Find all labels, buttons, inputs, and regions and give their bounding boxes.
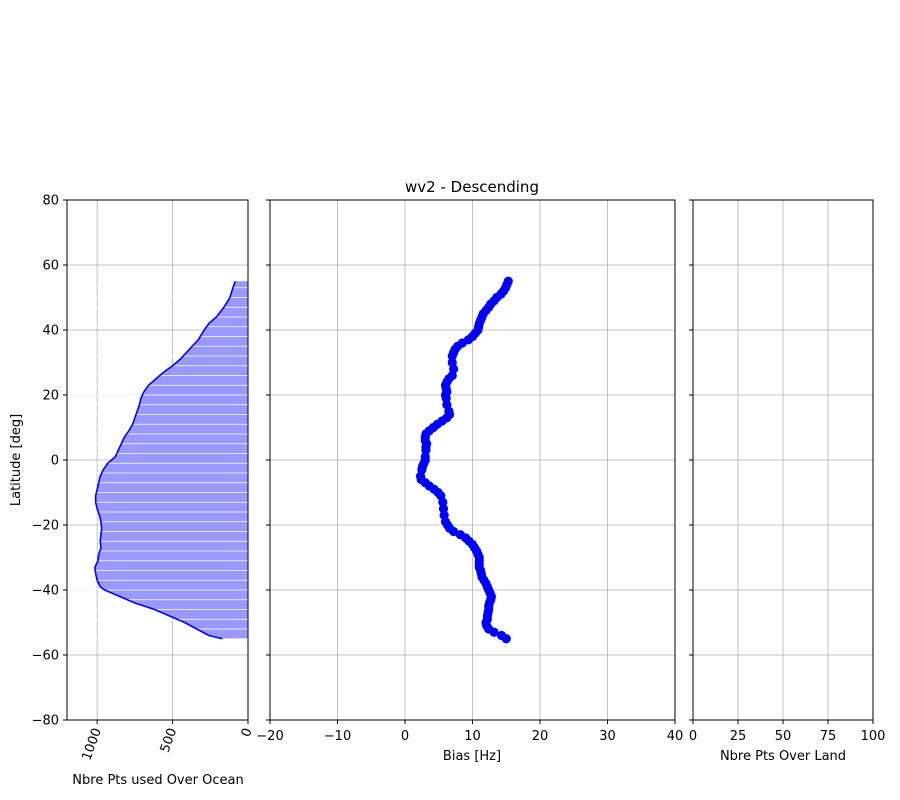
x-tick-label: 0 (401, 729, 409, 744)
y-tick-label: 60 (42, 259, 59, 274)
x-tick-label: 25 (730, 729, 747, 744)
y-tick-label: 0 (51, 454, 59, 469)
x-tick-label: 30 (599, 729, 616, 744)
land-points-panel: 0 25 50 75 100 (689, 200, 886, 744)
y-tick-label: −80 (32, 714, 59, 729)
y-tick-label: 20 (42, 389, 59, 404)
y-tick-label: −20 (32, 519, 59, 534)
y-axis-label: Latitude [deg] (9, 414, 24, 506)
y-tick-label: 80 (42, 194, 59, 209)
bias-x-axis-label: Bias [Hz] (443, 749, 501, 764)
x-tick-label: −10 (324, 729, 351, 744)
x-tick-label: 10 (464, 729, 481, 744)
x-tick-label: −20 (256, 729, 283, 744)
ocean-points-panel: 1000 500 0 80 60 40 20 0 −20 −40 −60 −80 (32, 194, 256, 763)
x-tick-label: 0 (689, 729, 697, 744)
x-tick-label: 0 (239, 726, 256, 739)
x-tick-label: 75 (820, 729, 837, 744)
ocean-count-fill (95, 281, 248, 639)
x-tick-label: 50 (775, 729, 792, 744)
x-tick-label: 20 (532, 729, 549, 744)
x-tick-label: 500 (158, 726, 181, 754)
land-x-axis-label: Nbre Pts Over Land (720, 749, 846, 764)
x-tick-label: 40 (667, 729, 684, 744)
ocean-x-axis-label: Nbre Pts used Over Ocean (72, 773, 243, 788)
x-tick-label: 100 (861, 729, 886, 744)
bias-panel: −20 −10 0 10 20 30 40 (256, 200, 683, 744)
bias-point (502, 634, 511, 643)
y-tick-label: 40 (42, 324, 59, 339)
x-tick-label: 1000 (80, 726, 105, 762)
y-tick-label: −40 (32, 584, 59, 599)
y-tick-label: −60 (32, 649, 59, 664)
chart-title: wv2 - Descending (405, 178, 539, 196)
